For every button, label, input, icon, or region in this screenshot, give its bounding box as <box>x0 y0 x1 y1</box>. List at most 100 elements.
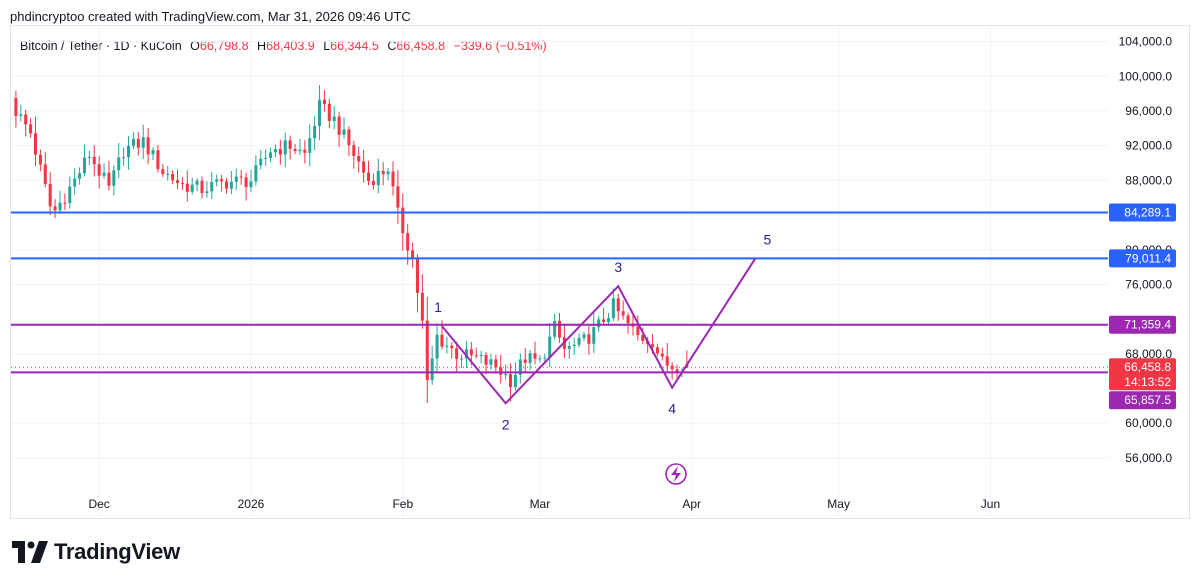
candle-body <box>195 180 199 185</box>
close-label: C <box>387 39 397 53</box>
candle-body <box>582 334 586 338</box>
candle-body <box>557 320 562 338</box>
candle-body <box>175 180 180 183</box>
candle-body <box>636 326 640 336</box>
candle-body <box>602 319 606 322</box>
candle-body <box>92 156 96 165</box>
candle-body <box>391 171 395 187</box>
low-label: L <box>323 39 331 53</box>
candle-body <box>73 178 77 187</box>
candle-body <box>107 172 111 186</box>
time-tick-label: 2026 <box>238 497 265 511</box>
level-tag <box>1109 203 1176 222</box>
candle-body <box>460 358 464 360</box>
candle <box>107 160 111 191</box>
candle-body <box>376 171 380 186</box>
candle <box>234 168 238 191</box>
price-tick-label: 100,000.0 <box>1119 69 1173 83</box>
candle <box>352 140 356 169</box>
candle <box>616 293 620 321</box>
candle <box>43 151 47 188</box>
price-tick-label: 92,000.0 <box>1125 139 1172 153</box>
candle-body <box>401 207 405 234</box>
candle-body <box>420 292 424 321</box>
candle-body <box>239 176 243 178</box>
candle-body <box>313 125 317 139</box>
candle-body <box>567 345 571 349</box>
candle-body <box>29 124 33 134</box>
candle-body <box>269 152 273 158</box>
candle-body <box>641 335 645 341</box>
candle <box>567 341 571 359</box>
candle <box>102 163 106 179</box>
candle-body <box>278 149 282 155</box>
price-axis[interactable]: 104,000.0 100,000.0 96,000.0 92,000.0 88,000… <box>1108 26 1189 518</box>
candle-body <box>450 345 454 349</box>
candle <box>29 118 33 138</box>
level-tag <box>1109 391 1176 410</box>
candle <box>460 354 464 369</box>
candle-body <box>259 158 263 166</box>
candle <box>239 169 243 185</box>
candle-body <box>293 148 297 152</box>
candle <box>533 341 537 365</box>
candle-body <box>504 374 508 376</box>
alert-icon[interactable] <box>665 463 687 485</box>
candle <box>557 313 562 343</box>
brand-name: TradingView <box>54 539 180 564</box>
candle <box>626 312 630 334</box>
candle-body <box>288 140 292 149</box>
close-value: 66,458.8 <box>396 39 446 53</box>
candle-body <box>166 173 170 175</box>
candle <box>602 308 606 326</box>
candle-body <box>48 184 52 207</box>
level-tag-text: 79,011.4 <box>1125 251 1171 265</box>
candle-body <box>68 186 72 204</box>
candle-body <box>528 353 532 363</box>
time-tick-label: May <box>827 497 850 511</box>
candle-body <box>425 320 429 381</box>
candle <box>303 140 307 164</box>
candle <box>127 136 131 170</box>
candle <box>33 116 38 167</box>
candle <box>420 274 424 329</box>
candle <box>528 349 532 371</box>
wave-label: 4 <box>668 401 676 417</box>
candle <box>82 144 86 177</box>
candle-body <box>347 129 351 146</box>
ohlc-legend: Bitcoin / Tether · 1D · KuCoin O66,798.8… <box>20 39 547 53</box>
candle <box>611 288 615 321</box>
candle-body <box>455 348 459 359</box>
candle <box>205 181 209 198</box>
candle <box>386 167 390 181</box>
candle <box>337 111 341 148</box>
candle-body <box>122 157 126 159</box>
candle <box>166 166 170 181</box>
candle-body <box>327 103 331 121</box>
candle <box>538 355 542 363</box>
current-price-tag <box>1109 358 1176 391</box>
candle <box>479 350 483 364</box>
candle <box>244 172 248 201</box>
candle-body <box>254 165 258 182</box>
candle-body <box>572 344 576 346</box>
time-axis[interactable]: Dec 2026 Feb Mar Apr May Jun <box>88 497 1000 511</box>
candle-body <box>146 137 150 155</box>
time-tick-label: Feb <box>392 497 413 511</box>
candle <box>136 132 140 156</box>
candle <box>180 177 184 191</box>
candle <box>78 167 82 185</box>
candle <box>342 117 346 139</box>
open-label: O <box>190 39 200 53</box>
candle <box>660 347 664 361</box>
price-tick-label: 56,000.0 <box>1125 451 1172 465</box>
candle <box>425 296 429 404</box>
candle-body <box>43 164 47 185</box>
candle-body <box>87 156 91 158</box>
candle <box>156 145 160 173</box>
candle <box>24 109 28 137</box>
symbol-label[interactable]: Bitcoin / Tether · 1D · KuCoin <box>20 39 182 53</box>
candle <box>450 341 454 359</box>
candle-body <box>24 114 28 125</box>
